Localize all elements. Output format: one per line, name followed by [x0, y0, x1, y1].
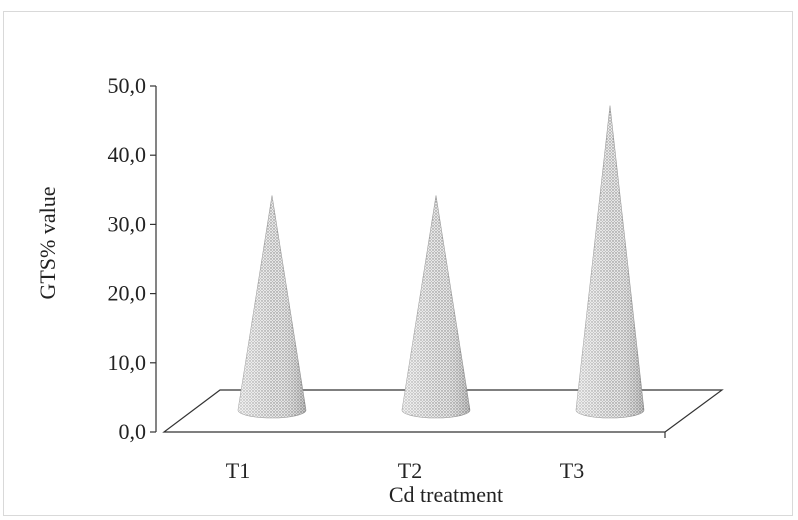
bar-t1 [237, 195, 307, 419]
bar-t2 [401, 195, 471, 419]
cone-shading [402, 195, 470, 418]
cone-shading [238, 195, 306, 418]
bar-t3 [575, 105, 645, 419]
x-tick-label: T2 [398, 458, 422, 483]
x-axis: T1 T2 T3 [226, 458, 584, 483]
x-tick-label: T3 [560, 458, 584, 483]
y-tick-label: 30,0 [108, 211, 147, 236]
x-tick-label: T1 [226, 458, 250, 483]
y-tick-label: 10,0 [108, 350, 147, 375]
bars [237, 105, 645, 419]
y-tick-label: 0,0 [119, 419, 147, 444]
y-axis: 0,0 10,0 20,0 30,0 40,0 50,0 [108, 73, 157, 444]
y-tick-label: 50,0 [108, 73, 147, 98]
y-tick-label: 40,0 [108, 142, 147, 167]
y-tick-label: 20,0 [108, 281, 147, 306]
y-axis-label: GTS% value [35, 186, 60, 299]
x-axis-label: Cd treatment [389, 482, 503, 507]
cone-shading [576, 105, 644, 419]
